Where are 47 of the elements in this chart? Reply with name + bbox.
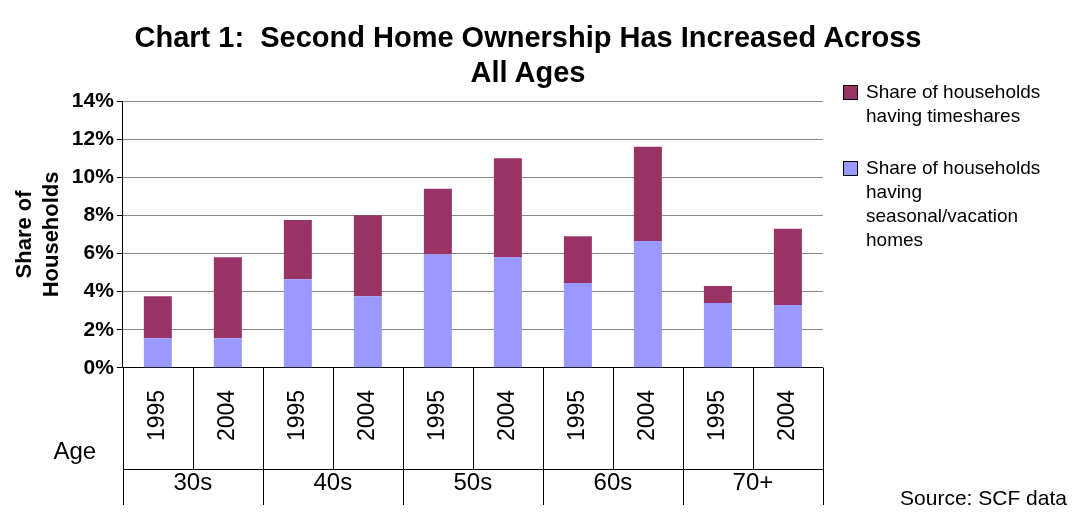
y-tick-label: 8% (83, 202, 115, 226)
text: 70+ (732, 467, 774, 495)
bar (353, 215, 382, 297)
bar (423, 254, 452, 368)
text: 40s (313, 467, 353, 495)
x-axis-title: Age (53, 437, 97, 465)
text: 60s (593, 467, 633, 495)
text: 50s (453, 467, 493, 495)
bar (213, 257, 242, 339)
y-axis-title: Share of Households (11, 171, 63, 298)
x-tick-label: 2004 (633, 389, 660, 442)
y-tick-label: 12% (71, 125, 115, 149)
x-tick-label: 2004 (353, 389, 380, 442)
bar (283, 279, 312, 368)
x-tick-label: 1995 (703, 389, 730, 442)
bar (633, 241, 662, 368)
y-tick-label: 0% (83, 354, 115, 378)
text: 30s (173, 467, 213, 495)
x-tick-label: 2004 (213, 389, 240, 442)
source-note: Source: SCF data (900, 486, 1067, 510)
x-tick-label: 1995 (563, 389, 590, 442)
x-tick-label: 2004 (493, 389, 520, 442)
bar (773, 228, 802, 305)
bar (773, 304, 802, 368)
y-tick-label: 14% (71, 87, 115, 111)
bar (213, 338, 242, 368)
bar (423, 188, 452, 255)
x-tick-label: 2004 (773, 389, 800, 442)
bar (703, 285, 732, 304)
x-tick-label: 1995 (283, 389, 310, 442)
bar (493, 158, 522, 258)
bar (633, 146, 662, 242)
bar (143, 296, 172, 339)
bar (353, 296, 382, 368)
legend-label: Share of households having seasonal/vacation homes (866, 156, 1042, 252)
bar (563, 236, 592, 284)
y-tick-label: 6% (83, 240, 115, 264)
bar (143, 338, 172, 368)
y-tick-label: 2% (83, 316, 115, 340)
bar (703, 303, 732, 368)
y-tick-label: 4% (83, 278, 115, 302)
bar (493, 257, 522, 368)
y-tick-label: 10% (71, 164, 115, 188)
bar (283, 220, 312, 280)
x-tick-label: 1995 (143, 389, 170, 442)
x-tick-label: 1995 (423, 389, 450, 442)
bar (563, 283, 592, 368)
